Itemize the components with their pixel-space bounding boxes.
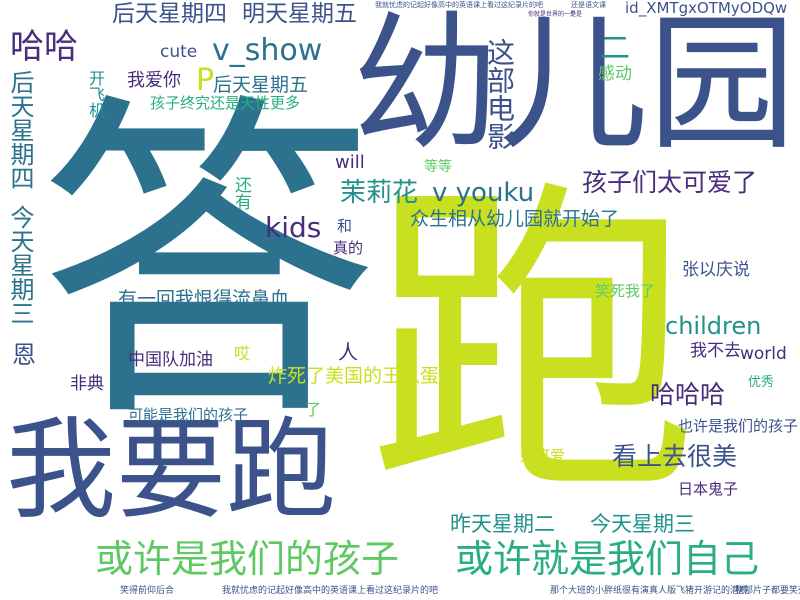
word-cute: cute xyxy=(160,42,198,62)
word-haokeai: 好可爱 xyxy=(520,447,566,465)
word-ren: 人 xyxy=(338,340,358,364)
word-v-show: v_show xyxy=(212,33,323,68)
word-kanshangqu: 看上去很美 xyxy=(612,442,738,471)
word-p: P xyxy=(196,63,215,98)
word-tiny-shishi: 是是 xyxy=(570,11,583,18)
word-world: world xyxy=(740,344,787,364)
word-youxiu: 优秀 xyxy=(748,375,775,390)
word-le: 了 xyxy=(305,400,322,419)
word-tiny-bottom-phrase: 我就忧虑的记起好像高中的英语课上看过这纪录片的吧 xyxy=(222,586,439,596)
word-tianxing: 孩子终究还是天性更多 xyxy=(150,94,301,112)
word-hahaha: 哈哈哈 xyxy=(650,380,726,409)
word-haha: 哈哈 xyxy=(10,27,78,67)
word-woaini: 我爱你 xyxy=(127,70,181,91)
word-yexu-haizi: 也许是我们的孩子 xyxy=(678,417,799,435)
word-zhasi: 炸死了美国的王八蛋 xyxy=(268,365,440,387)
word-gandong: 感动 xyxy=(598,64,632,84)
word-tiny-xiaosi: 整部片子都要笑死了 xyxy=(735,586,800,596)
word-er: 二 xyxy=(600,31,630,66)
word-molihua: 茉莉花 xyxy=(340,178,419,208)
word-kids: kids xyxy=(265,211,322,244)
word-xiaosi: 笑死我了 xyxy=(595,282,656,300)
word-jintian-san: 今天星期三 xyxy=(590,512,695,536)
word-he: 和 xyxy=(337,217,353,235)
word-dengdeng: 等等 xyxy=(424,159,452,175)
word-kaifeiji: 开飞机 xyxy=(86,70,105,118)
word-houtian-si-vertical: 后天星期四 xyxy=(6,70,34,190)
word-zhangyiqing: 张以庆说 xyxy=(682,260,750,280)
word-v-youku: v youku xyxy=(432,178,535,208)
word-zuotian-er: 昨天星期二 xyxy=(450,512,555,536)
word-liubixue: 有一回我恨得流鼻血 xyxy=(118,288,290,310)
word-jintian-san-vertical: 今天星期三 xyxy=(6,205,34,325)
word-children: children xyxy=(665,312,762,340)
word-wobuqu: 我不去 xyxy=(690,341,741,361)
word-zhebu-dianying: 这部电影 xyxy=(483,38,516,150)
word-tiny-shijie: 你就是世界的一个 xyxy=(528,11,577,18)
word-huoxu-ziji: 或许就是我们自己 xyxy=(455,537,760,581)
word-zhende: 真的 xyxy=(333,239,364,257)
word-pao: 跑 xyxy=(368,153,698,537)
word-haiyou: 还有 xyxy=(231,176,251,210)
word-feidian: 非典 xyxy=(70,374,104,394)
word-woyaopao: 我要跑 xyxy=(6,406,336,534)
word-zhongguodui: 中国队加油 xyxy=(128,350,213,370)
word-da: 答 xyxy=(38,67,378,463)
word-tiny-top-phrase: 我就忧虑的记起好像高中的英语课上看过这纪录片的吧 xyxy=(375,1,543,9)
word-youeryuan: 幼儿园 xyxy=(352,0,796,170)
word-keneng-haizi: 可能是我们的孩子 xyxy=(128,406,249,424)
word-will: will xyxy=(335,152,365,173)
word-houtian-wu: 后天星期五 xyxy=(213,74,309,96)
word-tiny-xiaopang: 那个大班的小胖纸很有演真人版飞猪开游记的潜质 xyxy=(550,586,749,596)
word-mingtian-wu: 明天星期五 xyxy=(242,1,357,27)
word-tiny-qianyang: 笑得前仰后合 xyxy=(120,586,175,596)
word-huoxu-haizi: 或许是我们的孩子 xyxy=(95,537,400,581)
word-haizimen-keai: 孩子们太可爱了 xyxy=(582,168,758,197)
word-houtian-si: 后天星期四 xyxy=(112,1,227,27)
word-en: 恩 xyxy=(12,341,36,369)
word-id-code: id_XMTgxOTMyODQw xyxy=(625,0,788,17)
word-ai: 哎 xyxy=(234,344,251,363)
word-zhongshengxiang: 众生相从幼儿园就开始了 xyxy=(410,208,620,230)
word-ribenguizi: 日本鬼子 xyxy=(678,480,739,498)
word-tiny-yuwenke: 还是语文课 xyxy=(571,1,606,9)
